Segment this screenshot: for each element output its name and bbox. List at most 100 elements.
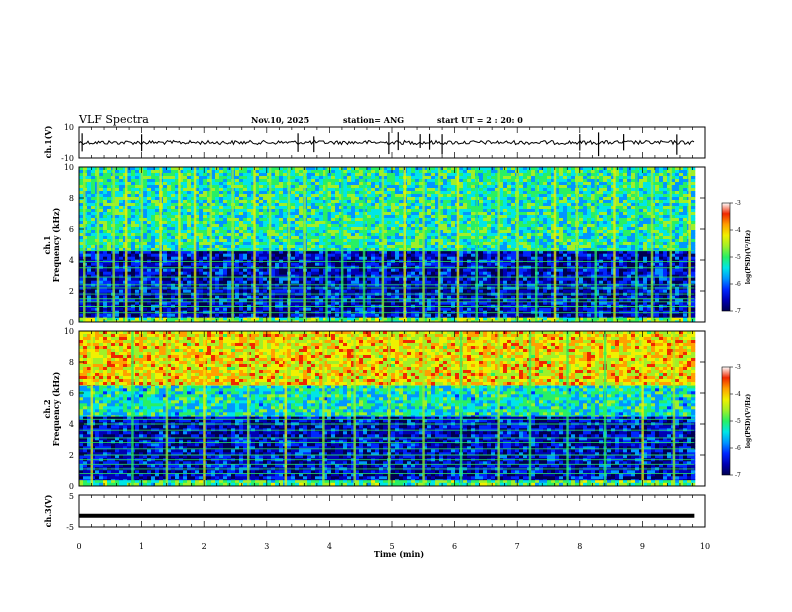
spec-cell <box>603 268 608 272</box>
spec-cell <box>219 316 224 318</box>
spec-cell <box>171 274 176 278</box>
spec-cell <box>235 320 240 323</box>
spec-cell <box>259 316 264 318</box>
spec-cell <box>387 268 392 272</box>
spec-cell <box>483 274 488 278</box>
spec-cell <box>459 179 464 183</box>
spec-cell <box>119 179 124 183</box>
spec-cell <box>419 320 424 323</box>
spec-cell <box>459 170 464 174</box>
spec-cell <box>315 313 320 317</box>
spec-cell <box>227 313 232 317</box>
spec-cell <box>131 167 136 171</box>
spec-cell <box>639 173 644 177</box>
spec-cell <box>211 274 216 278</box>
spec-cell <box>667 280 672 284</box>
spec-cell <box>415 295 420 299</box>
spec-cell <box>591 250 596 254</box>
spec-cell <box>691 256 696 260</box>
spec-cell <box>463 262 468 266</box>
spec-cell <box>143 176 148 180</box>
spec-cell <box>439 316 444 318</box>
spec-cell <box>79 185 84 189</box>
spec-cell <box>135 274 140 278</box>
ch1-spikes <box>81 132 678 157</box>
spec-cell <box>531 167 536 171</box>
spec-cell <box>343 182 348 186</box>
spec-cell <box>643 167 648 171</box>
spec-cell <box>667 256 672 260</box>
spec-cell <box>371 170 376 174</box>
spec-cell <box>595 250 600 254</box>
spec-cell <box>203 167 208 171</box>
spec-cell <box>607 316 612 318</box>
spec-cell <box>387 170 392 174</box>
spec-cell <box>335 286 340 290</box>
spec-cell <box>407 185 412 189</box>
spec-cell <box>439 317 444 321</box>
spec-cell <box>147 182 152 186</box>
spec-cell <box>291 286 296 290</box>
spec-cell <box>583 313 588 317</box>
spec-cell <box>331 283 336 287</box>
spec-cell <box>391 185 396 189</box>
spec-cell <box>103 286 108 290</box>
spec-cell <box>343 313 348 317</box>
spec-cell <box>187 253 192 257</box>
spec-cell <box>395 268 400 272</box>
spec-cell <box>591 167 596 171</box>
spec-cell <box>103 173 108 177</box>
spec-cell <box>511 179 516 183</box>
spec-cell <box>79 188 84 192</box>
spec-cell <box>219 283 224 287</box>
spec-cell <box>587 280 592 284</box>
spec-cell <box>431 283 436 287</box>
spec-cell <box>283 262 288 266</box>
spec-cell <box>463 298 468 302</box>
spec-cell <box>603 277 608 281</box>
spec-cell <box>371 298 376 302</box>
spec-cell <box>147 271 152 275</box>
spec-cell <box>447 301 452 305</box>
spec-cell <box>299 274 304 278</box>
spec-cell <box>611 268 616 272</box>
spec-cell <box>271 283 276 287</box>
spec-cell <box>523 167 528 171</box>
spec-cell <box>367 167 372 171</box>
spec-cell <box>507 283 512 287</box>
spec-cell <box>571 317 576 321</box>
spec-cell <box>283 179 288 183</box>
spec-cell <box>667 262 672 266</box>
spec-cell <box>663 268 668 272</box>
spec-cell <box>391 313 396 317</box>
spec-cell <box>211 320 216 323</box>
spec-cell <box>119 295 124 299</box>
spec-cell <box>243 295 248 299</box>
spec-cell <box>187 316 192 318</box>
spec-cell <box>591 277 596 281</box>
spec-cell <box>115 301 120 305</box>
spec-cell <box>291 301 296 305</box>
spec-cell <box>479 298 484 302</box>
spec-cell <box>227 286 232 290</box>
spec-cell <box>175 298 180 302</box>
spec-cell <box>107 307 112 311</box>
spec-cell <box>279 167 284 171</box>
spec-cell <box>559 307 564 311</box>
spec-cell <box>279 274 284 278</box>
spec-cell <box>551 301 556 305</box>
spec-cell <box>207 250 212 254</box>
spec-cell <box>79 307 84 311</box>
spec-cell <box>563 295 568 299</box>
spec-cell <box>655 268 660 272</box>
spec-cell <box>219 295 224 299</box>
spec-cell <box>331 307 336 311</box>
spec-cell <box>683 317 688 321</box>
spec-cell <box>351 170 356 174</box>
spec-cell <box>239 271 244 275</box>
spec-cell <box>663 274 668 278</box>
spec-cell <box>271 301 276 305</box>
spec-cell <box>499 268 504 272</box>
spec-cell <box>623 256 628 260</box>
spec-cell <box>179 253 184 257</box>
